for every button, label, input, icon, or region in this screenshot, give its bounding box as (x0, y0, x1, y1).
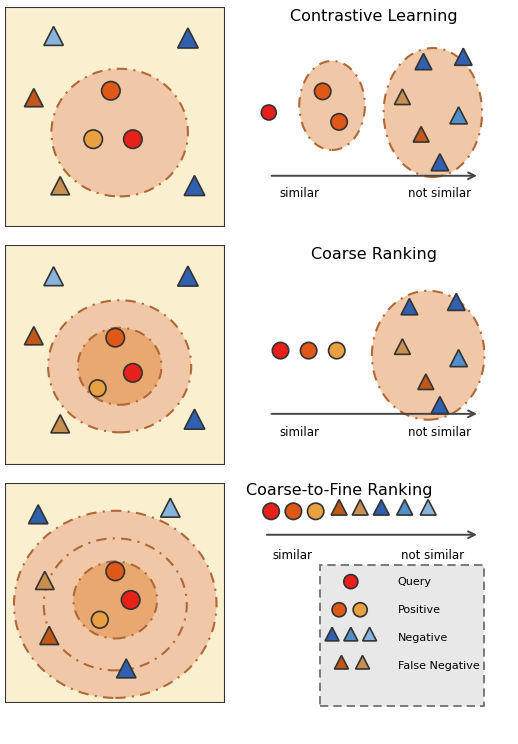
Polygon shape (178, 28, 198, 48)
Polygon shape (44, 27, 63, 45)
Text: not similar: not similar (408, 187, 471, 200)
Polygon shape (44, 267, 63, 286)
Polygon shape (420, 500, 436, 515)
Circle shape (92, 612, 108, 628)
Ellipse shape (78, 328, 162, 405)
Polygon shape (431, 397, 449, 414)
Text: similar: similar (279, 187, 319, 200)
Polygon shape (35, 571, 54, 589)
Polygon shape (431, 154, 449, 171)
Polygon shape (397, 500, 413, 515)
Polygon shape (24, 89, 43, 106)
Circle shape (314, 83, 331, 100)
Polygon shape (450, 350, 467, 367)
Circle shape (106, 562, 124, 580)
Polygon shape (40, 626, 59, 644)
Polygon shape (394, 339, 410, 354)
Polygon shape (352, 500, 368, 515)
Text: Contrastive Learning: Contrastive Learning (291, 10, 458, 25)
Circle shape (353, 603, 367, 617)
Polygon shape (24, 327, 43, 344)
Ellipse shape (51, 68, 188, 196)
Circle shape (124, 130, 142, 149)
Polygon shape (331, 500, 347, 515)
Circle shape (308, 503, 324, 519)
Polygon shape (394, 89, 410, 104)
Text: similar: similar (279, 426, 319, 438)
Text: False Negative: False Negative (398, 661, 480, 671)
Ellipse shape (372, 291, 484, 420)
Polygon shape (450, 107, 467, 124)
Circle shape (344, 574, 358, 589)
Ellipse shape (48, 301, 191, 432)
Circle shape (89, 380, 106, 397)
Polygon shape (344, 627, 358, 641)
Text: Coarse-to-Fine Ranking: Coarse-to-Fine Ranking (246, 483, 433, 498)
Text: Coarse Ranking: Coarse Ranking (311, 248, 437, 263)
Polygon shape (184, 409, 205, 429)
Ellipse shape (299, 61, 365, 150)
Ellipse shape (44, 539, 187, 670)
Polygon shape (413, 126, 429, 142)
Text: Negative: Negative (398, 633, 448, 643)
Circle shape (332, 603, 346, 617)
Circle shape (261, 105, 276, 120)
Polygon shape (418, 374, 434, 389)
Ellipse shape (14, 511, 217, 698)
Polygon shape (455, 48, 472, 65)
Ellipse shape (74, 562, 157, 638)
Polygon shape (363, 627, 377, 641)
Text: not similar: not similar (408, 426, 471, 438)
Text: not similar: not similar (401, 549, 465, 562)
Circle shape (263, 503, 279, 519)
Polygon shape (335, 655, 349, 669)
Circle shape (84, 130, 103, 149)
Polygon shape (415, 54, 432, 70)
Circle shape (331, 114, 347, 130)
Circle shape (102, 82, 120, 100)
Circle shape (285, 503, 301, 519)
Ellipse shape (384, 48, 482, 177)
FancyBboxPatch shape (320, 565, 484, 706)
Circle shape (121, 591, 140, 609)
Polygon shape (401, 298, 418, 315)
Polygon shape (184, 176, 205, 196)
Circle shape (124, 364, 142, 382)
Circle shape (272, 342, 289, 359)
Text: similar: similar (272, 549, 312, 562)
Polygon shape (117, 659, 136, 678)
Text: Query: Query (398, 577, 431, 586)
Circle shape (106, 328, 124, 347)
Circle shape (300, 342, 317, 359)
Polygon shape (448, 293, 465, 310)
Circle shape (328, 342, 345, 359)
Polygon shape (373, 500, 389, 515)
Polygon shape (28, 505, 48, 524)
Polygon shape (178, 266, 198, 286)
Polygon shape (161, 498, 180, 517)
Polygon shape (325, 627, 339, 641)
Polygon shape (51, 176, 69, 195)
Text: Positive: Positive (398, 605, 441, 615)
Polygon shape (51, 414, 69, 433)
Polygon shape (355, 655, 369, 669)
